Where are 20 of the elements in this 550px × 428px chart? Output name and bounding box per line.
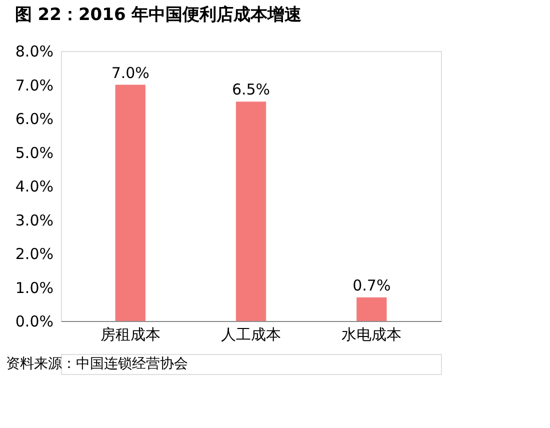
y-tick-label: 2.0% xyxy=(15,245,54,263)
x-tick-label: 人工成本 xyxy=(221,326,281,344)
data-label: 7.0% xyxy=(111,64,150,82)
y-tick-label: 6.0% xyxy=(15,110,54,128)
y-tick-label: 4.0% xyxy=(15,178,54,196)
y-tick-label: 5.0% xyxy=(15,144,54,162)
text: 资料来源：中国连锁经营协会 xyxy=(6,356,188,372)
data-label: 6.5% xyxy=(232,80,270,99)
x-tick-label: 房租成本 xyxy=(100,326,160,344)
y-tick-label: 0.0% xyxy=(15,312,54,330)
data-label: 0.7% xyxy=(352,276,391,294)
y-tick-label: 3.0% xyxy=(15,211,54,230)
x-tick-label: 水电成本 xyxy=(342,326,402,344)
y-tick-label: 1.0% xyxy=(15,278,54,297)
y-tick-label: 7.0% xyxy=(15,76,54,94)
y-tick-label: 8.0% xyxy=(15,42,54,60)
chart-title: 图 22：2016 年中国便利店成本增速 xyxy=(14,5,302,25)
bar xyxy=(356,297,387,321)
bar xyxy=(236,102,266,321)
bar xyxy=(115,84,146,321)
